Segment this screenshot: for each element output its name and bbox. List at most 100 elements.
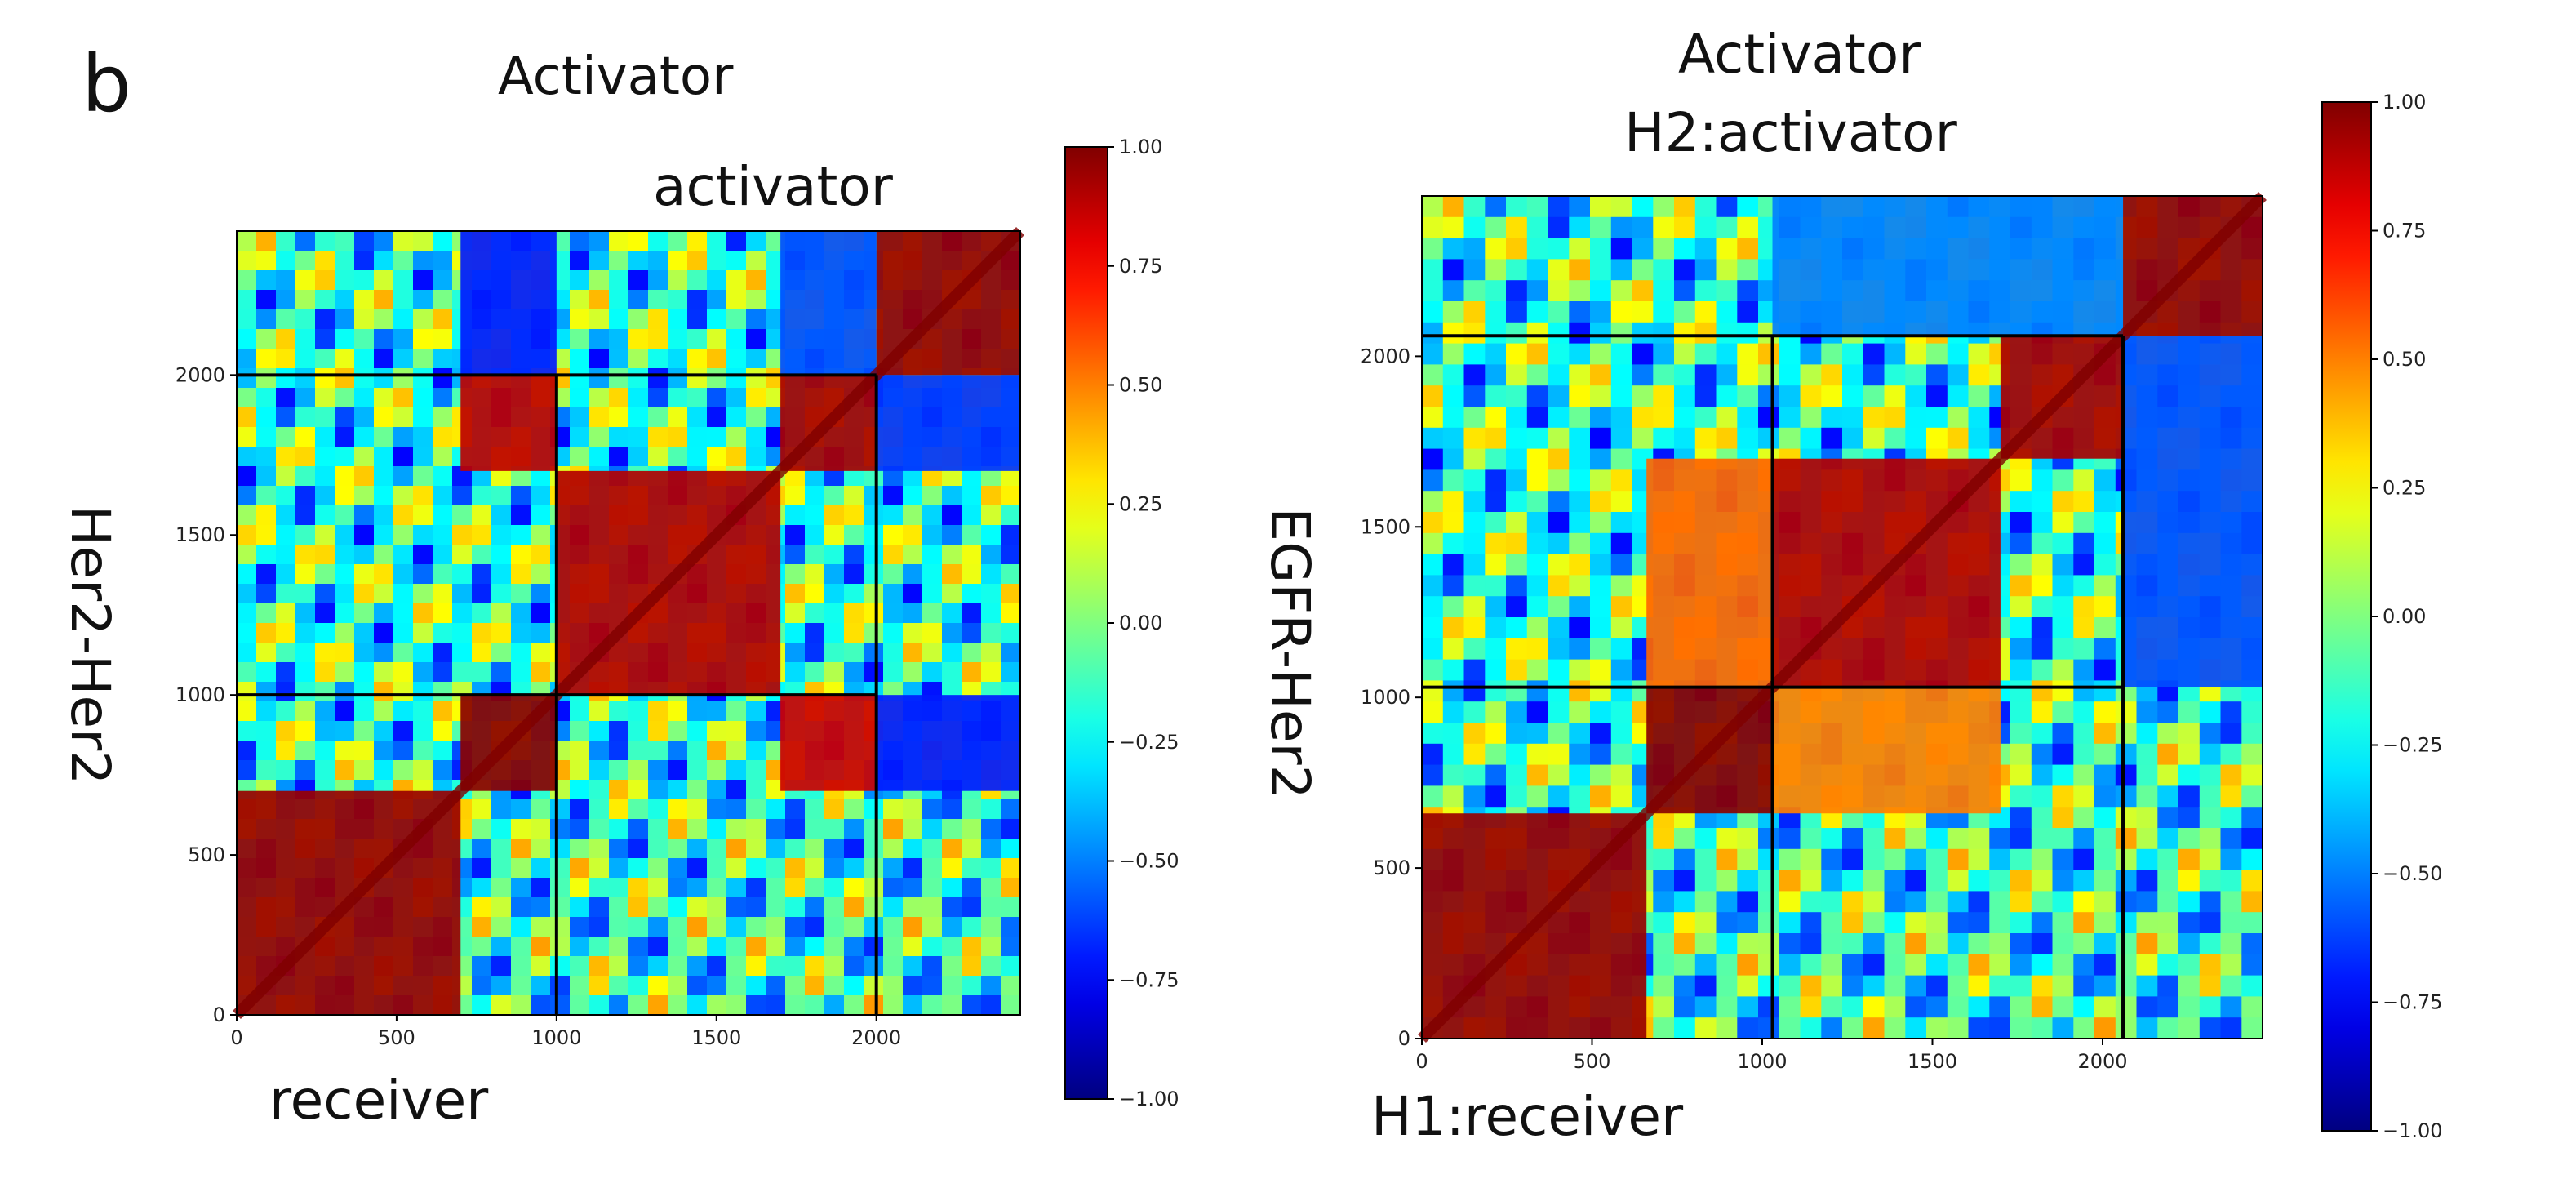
heatmap-cell (687, 878, 708, 898)
heatmap-cell (1947, 912, 1970, 934)
heatmap-cell (726, 760, 747, 781)
heatmap-cell (256, 662, 277, 683)
heatmap-cell (1968, 343, 1990, 365)
heatmap-cell (1653, 954, 1675, 977)
heatmap-cell (1716, 870, 1738, 892)
heatmap-cell (1463, 280, 1486, 302)
heatmap-cell (1905, 385, 1927, 407)
heatmap-cell (981, 564, 1002, 585)
heatmap-cell (237, 447, 257, 467)
heatmap-cell (374, 349, 394, 369)
heatmap-cell (2241, 912, 2263, 934)
heatmap-cell (354, 741, 375, 761)
heatmap-cell (805, 995, 825, 1016)
heatmap-cell (2073, 764, 2095, 786)
heatmap-cell (570, 368, 590, 389)
heatmap-cell (433, 584, 453, 604)
heatmap-cell (844, 858, 864, 879)
heatmap-cell (570, 897, 590, 918)
heatmap-cell (491, 525, 512, 545)
heatmap-cell (2031, 912, 2054, 934)
heatmap-cell (687, 407, 708, 428)
heatmap-cell (609, 956, 629, 977)
heatmap-cell (2031, 491, 2054, 513)
heatmap-cell (589, 701, 610, 722)
heatmap-cell (883, 564, 904, 585)
heatmap-cell (648, 701, 668, 722)
heatmap-cell (315, 662, 335, 683)
heatmap-cell (1737, 385, 1759, 407)
heatmap-cell (1737, 216, 1759, 239)
heatmap-cell (511, 858, 531, 879)
heatmap-cell (2094, 723, 2116, 745)
heatmap-cell (374, 407, 394, 428)
heatmap-cell (589, 329, 610, 349)
heatmap-cell (452, 505, 473, 526)
heatmap-cell (570, 995, 590, 1016)
heatmap-cell (687, 270, 708, 291)
left-region-label: activator (653, 155, 893, 218)
heatmap-cell (746, 447, 766, 467)
heatmap-cell (903, 505, 923, 526)
heatmap-cell (315, 741, 335, 761)
heatmap-cell (413, 760, 433, 781)
heatmap-cell (648, 427, 668, 447)
heatmap-cell (824, 937, 845, 957)
heatmap-cell (628, 878, 649, 898)
heatmap-cell (1463, 617, 1486, 639)
heatmap-cell (1968, 954, 1990, 977)
heatmap-cell (844, 839, 864, 859)
heatmap-cell (1422, 407, 1444, 429)
heatmap-cell (570, 447, 590, 467)
heatmap-cell (315, 466, 335, 487)
heatmap-cell (237, 564, 257, 585)
heatmap-cell (2073, 512, 2095, 534)
heatmap-cell (1422, 238, 1444, 260)
heatmap-cell (962, 525, 982, 545)
heatmap-cell (1506, 196, 1528, 218)
heatmap-cell (2241, 764, 2263, 786)
heatmap-cell (687, 290, 708, 310)
heatmap-cell (2031, 891, 2054, 913)
heatmap-cell (295, 623, 316, 643)
heatmap-cell (687, 368, 708, 389)
heatmap-cell (1758, 996, 1780, 1018)
heatmap-cell (1905, 996, 1927, 1018)
heatmap-cell (1526, 532, 1549, 555)
heatmap-cell (1863, 828, 1885, 850)
heatmap-cell (903, 564, 923, 585)
heatmap-cell (2178, 785, 2201, 808)
heatmap-cell (2010, 554, 2032, 576)
heatmap-cell (550, 976, 571, 996)
heatmap-cell (393, 701, 414, 722)
heatmap-cell (531, 584, 551, 604)
heatmap-cell (1485, 280, 1507, 302)
heatmap-cell (1422, 743, 1444, 766)
heatmap-cell (2010, 723, 2032, 745)
heatmap-cell (256, 741, 277, 761)
heatmap-cell (2094, 891, 2116, 913)
heatmap-cell (413, 290, 433, 310)
heatmap-cell (491, 799, 512, 820)
heatmap-cell (2199, 1017, 2222, 1039)
heatmap-cell (1926, 912, 1948, 934)
heatmap-cell (295, 447, 316, 467)
heatmap-cell (2010, 575, 2032, 597)
heatmap-cell (1842, 870, 1864, 892)
heatmap-cell (1610, 427, 1633, 450)
heatmap-cell (785, 545, 806, 565)
heatmap-cell (393, 388, 414, 408)
heatmap-cell (726, 427, 747, 447)
heatmap-cell (962, 956, 982, 977)
heatmap-cell (864, 486, 884, 506)
heatmap-cell (1674, 259, 1696, 281)
heatmap-cell (805, 917, 825, 937)
heatmap-cell (1506, 259, 1528, 281)
heatmap-cell (1485, 322, 1507, 345)
heatmap-cell (628, 701, 649, 722)
heatmap-cell (746, 760, 766, 781)
heatmap-cell (687, 937, 708, 957)
heatmap-cell (1463, 407, 1486, 429)
heatmap-cell (413, 623, 433, 643)
heatmap-cell (374, 623, 394, 643)
